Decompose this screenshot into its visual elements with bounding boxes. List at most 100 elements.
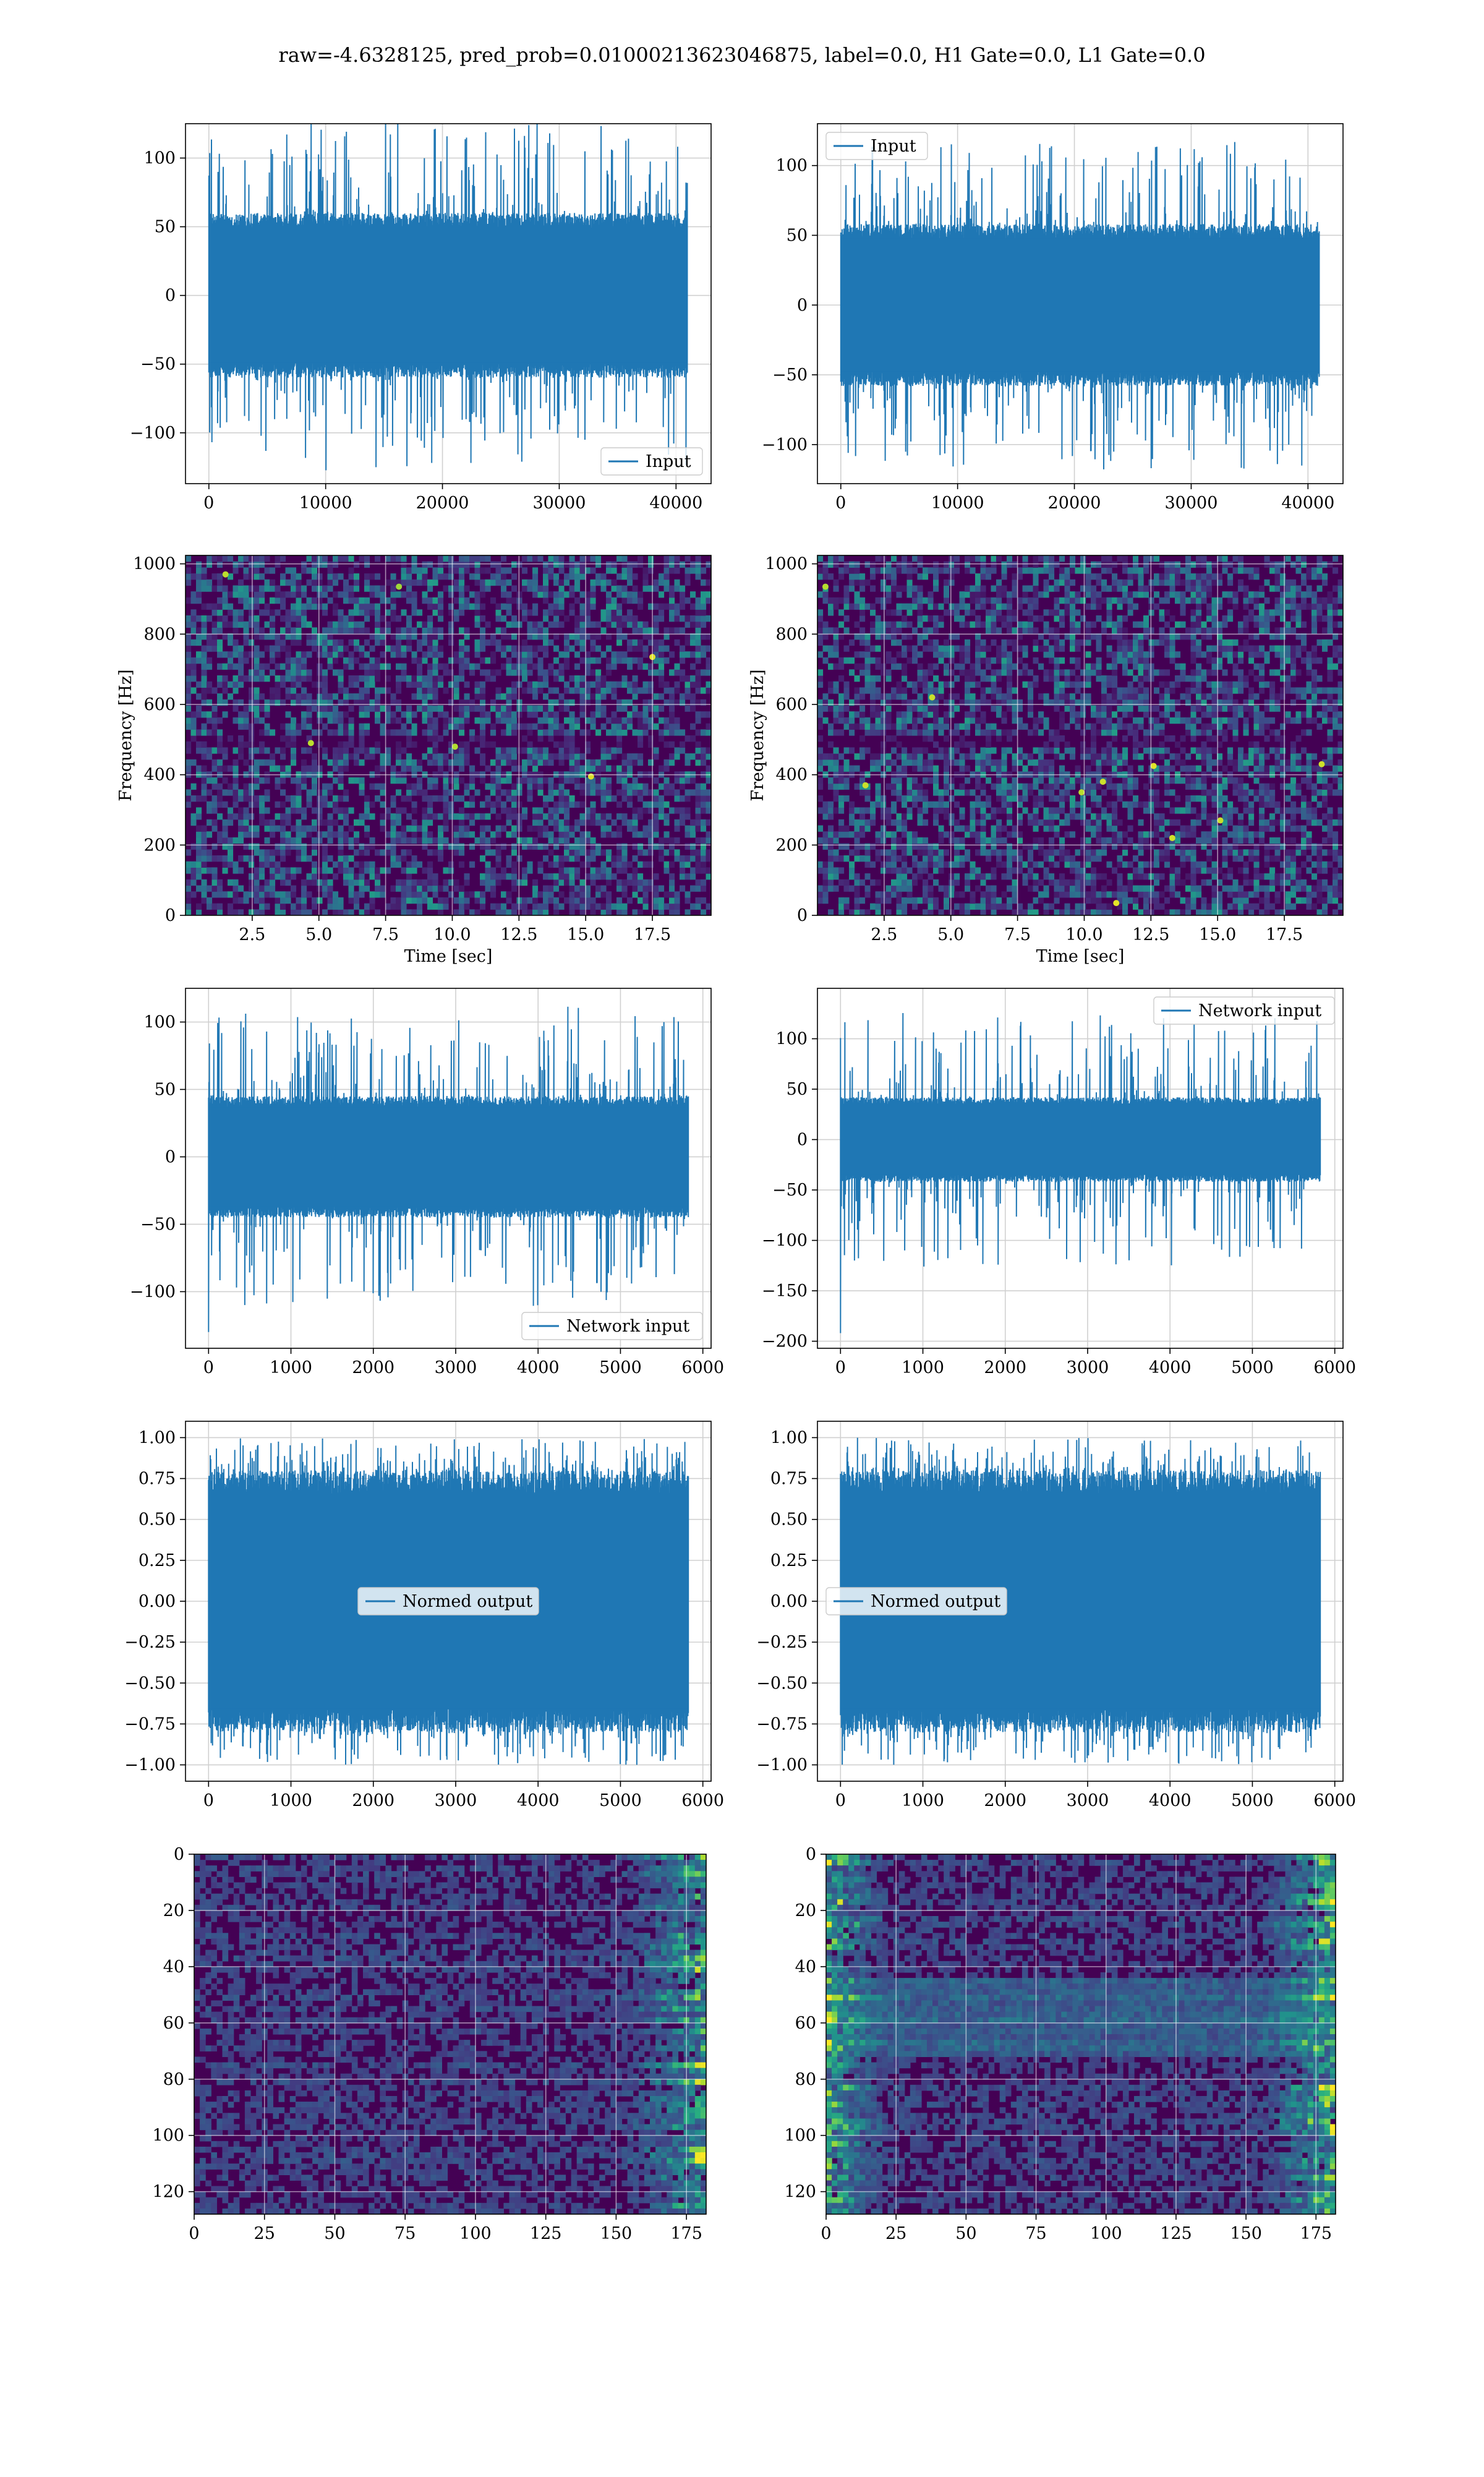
spectrogram-h1-cell: [454, 657, 459, 664]
spectrogram-h1-cell: [301, 844, 307, 850]
spectrogram-h1-cell: [638, 813, 643, 819]
spectrogram-h1-cell: [511, 615, 517, 622]
spectrogram-h1-cell: [191, 735, 197, 742]
spectrogram-h1-cell: [196, 580, 202, 586]
spectrogram-h1-cell: [595, 873, 601, 879]
spectrogram-h1-cell: [616, 604, 622, 610]
spectrogram-h1-cell: [291, 873, 296, 879]
spectrogram-l1-cell: [865, 640, 871, 646]
spectrogram-h1-cell: [548, 609, 554, 615]
spectrogram-h1-cell: [448, 789, 454, 795]
spectrogram-h1-cell: [196, 862, 202, 868]
spectrogram-l1-cell: [834, 580, 839, 586]
spectrogram-l1-cell: [876, 646, 881, 652]
spectrogram-l1-cell: [965, 646, 970, 652]
spectrogram-h1-cell: [212, 855, 218, 862]
spectrogram-l1-cell: [859, 664, 865, 670]
spectrogram-h1-cell: [254, 766, 260, 772]
spectrogram-h1-cell: [601, 742, 607, 748]
spectrogram-h1-cell: [280, 682, 286, 688]
spectrogram-h1-cell: [475, 567, 480, 573]
spectrogram-h1-cell: [296, 664, 302, 670]
spectrogram-h1-cell: [412, 591, 417, 597]
spectrogram-h1-cell: [522, 669, 527, 675]
spectrogram-h1-cell: [364, 826, 370, 832]
spectrogram-h1-cell: [522, 664, 527, 670]
spectrogram-h1-cell: [459, 897, 464, 904]
spectrogram-h1-cell: [569, 867, 575, 873]
spectrogram-l1-cell: [939, 651, 944, 657]
spectrogram-l1-cell: [1007, 795, 1012, 802]
spectrogram-h1-cell: [612, 609, 617, 615]
spectrogram-h1-cell: [191, 844, 197, 850]
spectrogram-l1-cell: [855, 622, 860, 628]
spectrogram-l1-cell: [981, 747, 986, 753]
spectrogram-h1-cell: [569, 609, 575, 615]
spectrogram-h1-cell: [359, 724, 365, 730]
spectrogram-h1-cell: [338, 717, 344, 724]
spectrogram-h1-cell: [569, 849, 575, 855]
spectrogram-l1-cell: [933, 742, 939, 748]
spectrogram-h1-cell: [417, 657, 422, 664]
spectrogram-h1-cell: [595, 819, 601, 826]
spectrogram-l1-cell: [907, 706, 913, 712]
spectrogram-h1-cell: [448, 891, 454, 897]
spectrogram-l1-cell: [870, 844, 876, 850]
spectrogram-h1-cell: [343, 742, 349, 748]
spectrogram-h1-cell: [443, 729, 449, 735]
spectrogram-h1-cell: [338, 862, 344, 868]
spectrogram-l1-cell: [1007, 735, 1012, 742]
spectrogram-l1-cell: [823, 879, 829, 886]
spectrogram-l1-cell: [828, 886, 834, 892]
spectrogram-h1-cell: [238, 837, 244, 844]
spectrogram-h1-cell: [191, 627, 197, 633]
spectrogram-h1-cell: [296, 802, 302, 808]
spectrogram-l1-cell: [849, 819, 855, 826]
spectrogram-h1-cell: [212, 609, 218, 615]
spectrogram-l1-cell: [865, 789, 871, 795]
spectrogram-h1-cell: [454, 724, 459, 730]
spectrogram-h1-cell: [217, 831, 223, 837]
spectrogram-h1-cell: [627, 580, 633, 586]
spectrogram-h1-cell: [574, 826, 580, 832]
spectrogram-l1-cell: [986, 855, 991, 862]
spectrogram-h1-cell: [574, 777, 580, 784]
spectrogram-h1-cell: [370, 604, 375, 610]
spectrogram-l1-cell: [1007, 747, 1012, 753]
spectrogram-l1-cell: [876, 615, 881, 622]
spectrogram-h1-cell: [259, 904, 265, 910]
spectrogram-l1-cell: [817, 735, 823, 742]
spectrogram-h1-cell: [633, 807, 638, 813]
spectrogram-h1-cell: [696, 562, 701, 568]
spectrogram-h1-cell: [396, 819, 401, 826]
spectrogram-l1-cell: [975, 766, 981, 772]
spectrogram-h1-cell: [532, 904, 538, 910]
spectrogram-h1-cell: [638, 724, 643, 730]
spectrogram-h1-cell: [343, 879, 349, 886]
spectrogram-h1-cell: [511, 753, 517, 759]
spectrogram-h1-cell: [207, 711, 212, 717]
spectrogram-h1-cell: [286, 819, 291, 826]
spectrogram-l1-cell: [891, 759, 897, 766]
spectrogram-l1-cell: [1007, 657, 1012, 664]
spectrogram-h1-cell: [496, 795, 501, 802]
spectrogram-h1-cell: [459, 597, 464, 604]
spectrogram-h1-cell: [286, 813, 291, 819]
spectrogram-l1-cell: [886, 609, 892, 615]
spectrogram-h1-cell: [254, 591, 260, 597]
spectrogram-h1-cell: [396, 682, 401, 688]
spectrogram-l1-cell: [828, 879, 834, 886]
spectrogram-l1-cell: [886, 586, 892, 592]
spectrogram-h1-cell: [354, 586, 359, 592]
spectrogram-h1-cell: [664, 831, 670, 837]
spectrogram-h1-cell: [559, 651, 565, 657]
spectrogram-h1-cell: [701, 651, 706, 657]
spectrogram-h1-cell: [580, 622, 586, 628]
spectrogram-h1-cell: [675, 717, 680, 724]
spectrogram-h1-cell: [286, 664, 291, 670]
spectrogram-l1-cell: [817, 573, 823, 580]
spectrogram-h1-cell: [574, 784, 580, 790]
spectrogram-h1-cell: [396, 855, 401, 862]
spectrogram-h1-cell: [496, 693, 501, 699]
spectrogram-h1-cell: [638, 753, 643, 759]
